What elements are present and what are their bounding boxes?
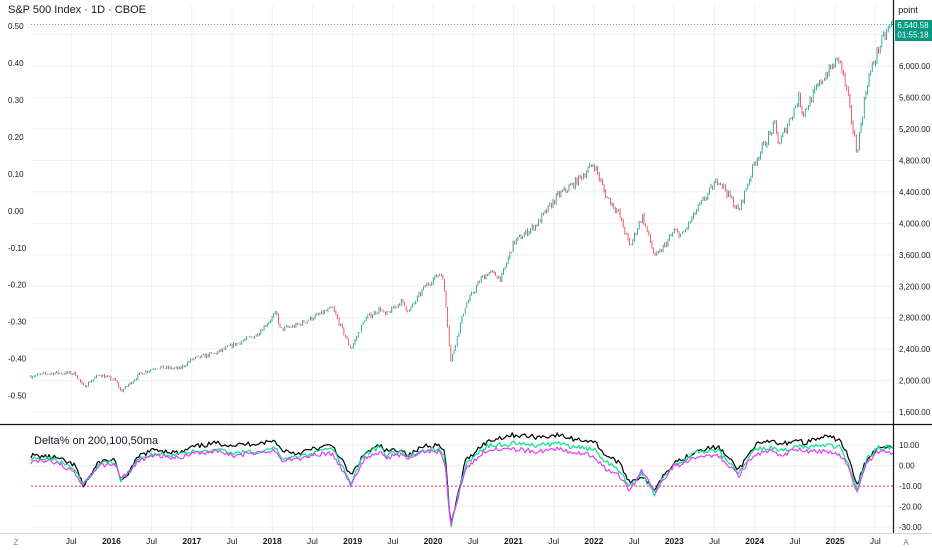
right-axis-tick: 6,000.00 — [899, 62, 931, 71]
auto-scale-badge[interactable]: A — [903, 538, 909, 547]
right-axis-tick: 5,200.00 — [899, 125, 931, 134]
time-axis-tick: Jul — [548, 536, 559, 546]
time-axis-tick: Jul — [387, 536, 398, 546]
indicator-line-100 — [30, 440, 894, 528]
indicator-axis-tick: -20.00 — [899, 503, 922, 512]
left-axis-tick: -0.30 — [8, 318, 27, 327]
time-axis-tick: 2019 — [343, 536, 362, 546]
indicator-axis-tick: -10.00 — [899, 482, 922, 491]
left-axis-tick: -0.10 — [8, 244, 27, 253]
left-axis-tick: 0.00 — [8, 207, 24, 216]
price-label-box — [895, 20, 932, 41]
time-axis-tick: 2020 — [424, 536, 443, 546]
time-axis-tick: 2021 — [504, 536, 523, 546]
left-axis-tick: 0.20 — [8, 133, 24, 142]
time-axis-tick: 2023 — [665, 536, 684, 546]
indicator-line-50 — [30, 446, 894, 526]
right-axis-tick: 3,200.00 — [899, 282, 931, 291]
right-axis-tick: 4,800.00 — [899, 156, 931, 165]
time-axis-tick: 2017 — [182, 536, 201, 546]
left-axis-tick: -0.50 — [8, 392, 27, 401]
time-axis-tick: 2016 — [102, 536, 121, 546]
bar-countdown: 01:55:18 — [897, 31, 929, 40]
time-axis-tick: Jul — [789, 536, 800, 546]
timezone-badge[interactable]: Z — [14, 538, 19, 547]
left-axis-tick: 0.40 — [8, 59, 24, 68]
time-axis-tick: 2018 — [263, 536, 282, 546]
time-axis-tick: Jul — [629, 536, 640, 546]
grid — [31, 5, 893, 533]
left-axis-tick: 0.30 — [8, 96, 24, 105]
right-axis-tick: 4,000.00 — [899, 219, 931, 228]
indicator-axis-tick: -30.00 — [899, 523, 922, 532]
indicator-axis-tick: 10.00 — [899, 441, 920, 450]
right-axis-tick: 3,600.00 — [899, 251, 931, 260]
time-axis-tick: 2025 — [826, 536, 845, 546]
left-axis-tick: 0.50 — [8, 22, 24, 31]
price-label: 6,540.58 01:55:18 — [895, 20, 932, 41]
time-axis-tick: 2022 — [584, 536, 603, 546]
main-chart-title: S&P 500 Index · 1D · CBOE — [8, 4, 146, 16]
last-price: 6,540.58 — [897, 21, 929, 30]
left-axis-tick: -0.40 — [8, 355, 27, 364]
right-axis-tick: 1,600.00 — [899, 408, 931, 417]
right-axis-tick: 2,400.00 — [899, 345, 931, 354]
time-axis-tick: Jul — [146, 536, 157, 546]
time-axis-tick: Jul — [468, 536, 479, 546]
main-price-plot[interactable] — [30, 19, 894, 393]
time-axis-tick: Jul — [870, 536, 881, 546]
time-axis-tick: Jul — [227, 536, 238, 546]
time-axis-tick: 2024 — [745, 536, 764, 546]
indicator-title: Delta% on 200,100,50ma — [34, 435, 159, 447]
indicator-plot[interactable] — [30, 432, 894, 528]
right-axis-tick: 2,800.00 — [899, 314, 931, 323]
right-axis-tick: 2,000.00 — [899, 377, 931, 386]
right-axis-tick: 5,600.00 — [899, 94, 931, 103]
time-axis-tick: Jul — [709, 536, 720, 546]
indicator-axis-tick: 0.00 — [899, 462, 915, 471]
time-axis-tick: Jul — [66, 536, 77, 546]
time-axis-tick: Jul — [307, 536, 318, 546]
right-axis-tick: 4,400.00 — [899, 188, 931, 197]
left-axis-tick: -0.20 — [8, 281, 27, 290]
axis-unit-button[interactable]: point — [898, 5, 918, 15]
left-axis-tick: 0.10 — [8, 170, 24, 179]
